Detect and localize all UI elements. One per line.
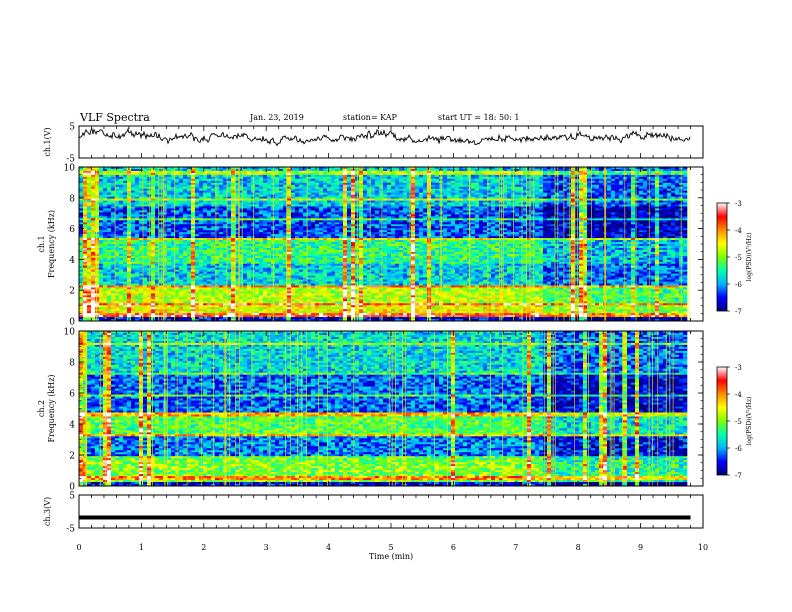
ch2-spectrogram-colorbar-tick: -7 [735,472,742,480]
ch1-spectrogram-colorbar-tick: -7 [735,308,742,316]
ch2-spectrogram-ytick-label: 2 [69,452,75,462]
ch2-spectrogram-ytick-label: 4 [69,421,75,431]
xtick-label: 2 [201,543,206,552]
ch2-spectrogram-colorbar-tick: -6 [735,445,742,453]
ch1-spectrogram-ytick-label: 10 [64,164,76,174]
station-label: station= KAP [343,113,397,122]
ch1-waveform-ytick-label: -5 [66,155,75,165]
ch1-waveform-ytick-label: 5 [69,123,75,133]
ch1-spectrogram-ylabel: Frequency (kHz) [47,210,56,278]
ch2-spectrogram-colorbar-tick: -4 [735,391,742,399]
ch2-spectrogram-colorbar-tick: -5 [735,418,742,426]
ch1-spectrogram-colorbar-tick: -4 [735,227,742,235]
ch2-spectrogram-image [79,331,688,487]
ch1-spectrogram-colorbar-tick: -6 [735,281,742,289]
ch2-spectrogram-ytick-label: 8 [69,359,75,369]
ch2-spectrogram-ytick-label: 0 [69,483,75,493]
ch1-spectrogram-ylabel: ch.1 [37,235,46,252]
ch2-spectrogram-ytick-label: 10 [64,328,76,338]
ch2-spectrogram-colorbar-label: log(PSD)(V²/Hz) [746,397,753,446]
ch1-spectrogram-ytick-label: 4 [69,256,75,266]
xtick-label: 7 [513,543,518,552]
ch2-spectrogram-ylabel: ch.2 [37,400,46,417]
ch3-waveform-ylabel: ch.3(V) [43,497,52,526]
ch1-spectrogram-image [79,167,690,322]
ch1-waveform-line [78,127,691,147]
ch1-spectrogram-ytick-label: 2 [69,287,75,297]
xaxis-label: Time (min) [369,552,413,561]
ch1-spectrogram-colorbar-label: log(PSD)(V²/Hz) [746,233,753,282]
ch1-spectrogram-ytick-label: 6 [69,225,75,235]
xtick-label: 4 [326,543,331,552]
ch1-waveform-ylabel: ch.1(V) [43,127,52,156]
xtick-label: 1 [139,543,144,552]
xtick-label: 8 [576,543,581,552]
ch1-spectrogram-colorbar-tick: -5 [735,254,742,262]
ch2-spectrogram-colorbar [716,366,728,476]
xtick-label: 6 [451,543,456,552]
xtick-label: 5 [388,543,393,552]
xtick-label: 3 [264,543,269,552]
start-time-label: start UT = 18: 50: 1 [438,113,519,122]
ch2-spectrogram-ylabel: Frequency (kHz) [47,374,56,442]
xtick-label: 10 [698,543,708,552]
ch1-spectrogram-colorbar-tick: -3 [735,200,742,208]
xtick-label: 9 [638,543,643,552]
ch1-spectrogram-ytick-label: 8 [69,194,75,204]
ch3-waveform-ytick-label: 5 [69,492,75,502]
figure-title: VLF Spectra [80,111,150,124]
ch3-waveform-ytick-label: -5 [66,525,75,535]
ch2-spectrogram-colorbar-tick: -3 [735,364,742,372]
ch1-spectrogram-colorbar [716,202,728,312]
observation-date: Jan. 23, 2019 [250,113,304,122]
ch2-spectrogram-ytick-label: 6 [69,390,75,400]
xtick-label: 0 [76,543,81,552]
ch1-spectrogram-ytick-label: 0 [69,318,75,328]
